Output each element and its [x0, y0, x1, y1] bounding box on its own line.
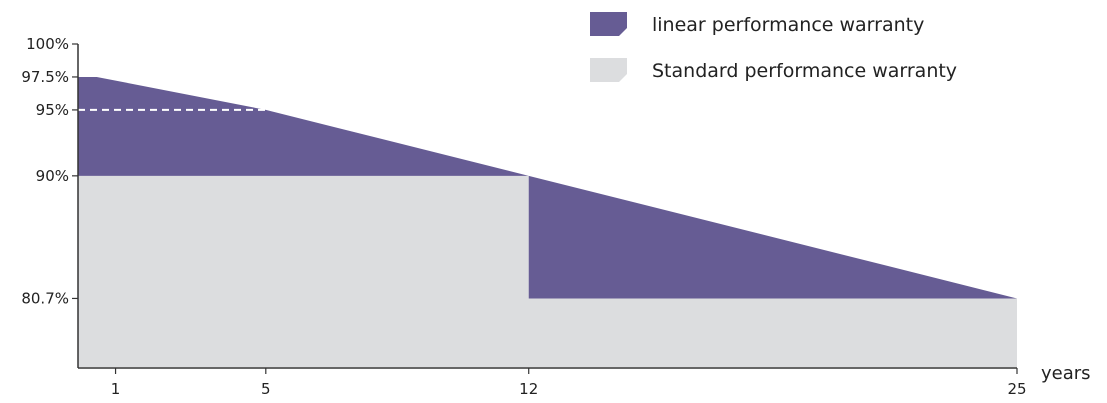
legend-label-standard: Standard performance warranty — [652, 60, 957, 82]
y-tick-label: 90% — [36, 167, 69, 185]
legend-swatch-linear — [590, 12, 627, 36]
chart-axes: 100% 97.5% 95% 90% 80.7% 1 5 12 25 years — [21, 35, 1090, 398]
x-tick-label: 12 — [519, 380, 538, 398]
chart-areas — [78, 76, 1017, 367]
linear-warranty-area — [78, 76, 1017, 299]
y-tick-label: 80.7% — [21, 289, 69, 307]
legend-label-linear: linear performance warranty — [652, 14, 924, 36]
x-tick-label: 25 — [1007, 380, 1026, 398]
x-tick-label: 1 — [111, 380, 121, 398]
legend-swatch-standard — [590, 58, 627, 82]
y-tick-label: 95% — [36, 101, 69, 119]
chart-legend: linear performance warranty Standard perf… — [590, 12, 957, 82]
x-tick-label: 5 — [261, 380, 271, 398]
y-tick-label: 97.5% — [21, 68, 69, 86]
y-tick-label: 100% — [26, 35, 69, 53]
x-axis-label: years — [1041, 363, 1091, 384]
standard-warranty-area — [78, 175, 1017, 367]
